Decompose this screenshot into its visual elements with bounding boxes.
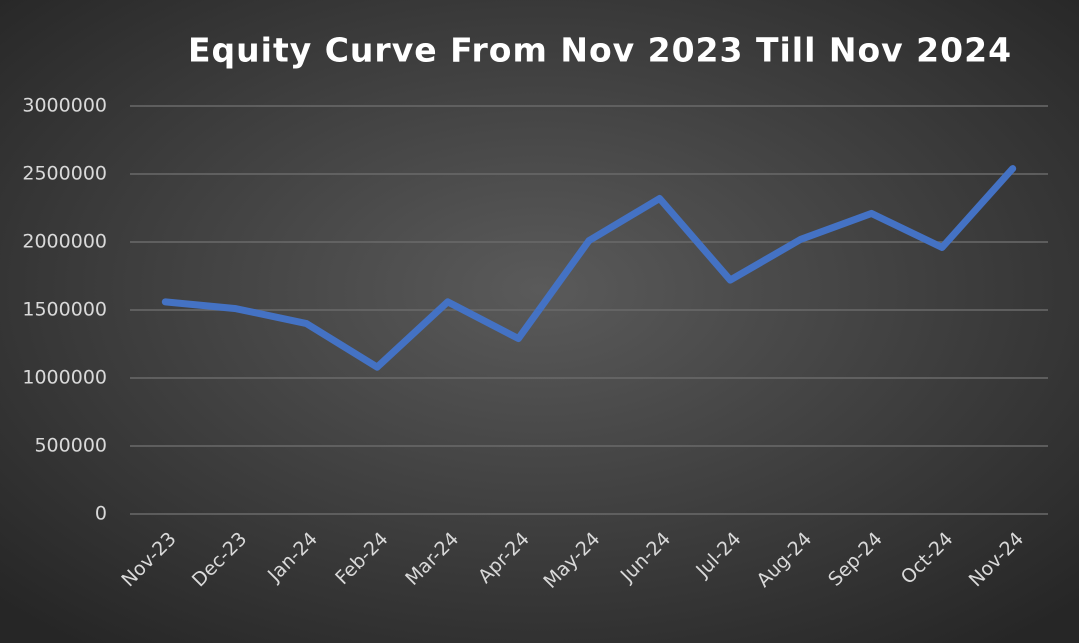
line-series xyxy=(161,165,1017,371)
y-tick-label: 0 xyxy=(95,503,107,525)
y-tick-label: 2500000 xyxy=(22,163,107,185)
y-tick-label: 1500000 xyxy=(22,299,107,321)
y-tick-label: 3000000 xyxy=(22,95,107,117)
y-tick-label: 2000000 xyxy=(22,231,107,253)
chart-title: Equity Curve From Nov 2023 Till Nov 2024 xyxy=(188,31,1012,70)
y-tick-label: 1000000 xyxy=(22,367,107,389)
y-tick-label: 500000 xyxy=(34,435,107,457)
